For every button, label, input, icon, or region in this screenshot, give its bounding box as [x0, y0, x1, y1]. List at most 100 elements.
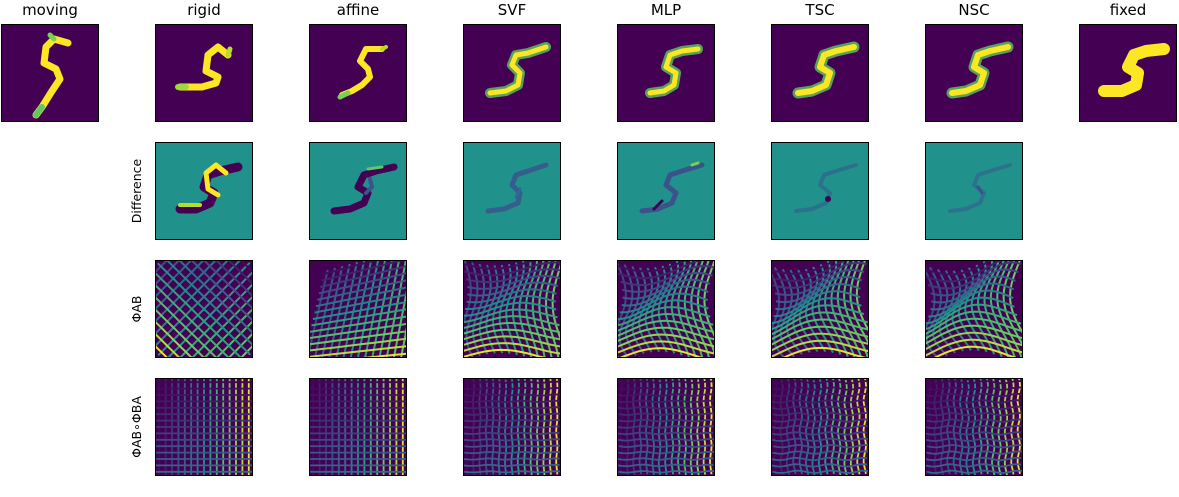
grid-line [618, 261, 702, 280]
grid-line [464, 431, 560, 435]
difference-nsc [925, 142, 1023, 240]
grid-line [618, 399, 714, 404]
grid-line [772, 332, 868, 352]
grid-line [464, 301, 557, 317]
grid-line [926, 450, 1022, 455]
grid-line [464, 380, 560, 384]
grid-line [464, 412, 560, 416]
grid-line [464, 438, 560, 442]
grid-line [464, 444, 560, 448]
grid-line [323, 261, 377, 276]
image-affine [309, 24, 407, 122]
grid-line [464, 470, 560, 474]
grid-line [621, 285, 709, 307]
column-title-svf: SVF [497, 1, 527, 19]
grid-line [618, 457, 714, 461]
column-title-moving: moving [22, 1, 78, 19]
grid-line [926, 261, 1001, 283]
grid-line [178, 261, 252, 334]
image-mlp [617, 24, 715, 122]
grid-line [618, 418, 714, 423]
grid-line [618, 431, 714, 436]
image-fixed [1079, 24, 1177, 122]
grid-line [498, 263, 512, 355]
grid-line [926, 338, 1022, 357]
grid-line [774, 268, 865, 297]
digit-rigid [175, 43, 233, 91]
grid-line [926, 412, 1022, 417]
grid-line [464, 261, 536, 270]
digit-affine [337, 45, 388, 100]
grid-line [317, 279, 406, 301]
image-svf [463, 24, 561, 122]
grid-line [772, 405, 868, 410]
digit-svf [485, 42, 551, 98]
grid-line [321, 261, 403, 282]
grid-line [772, 325, 868, 346]
difference-mlp [617, 142, 715, 240]
grid-line [772, 450, 868, 455]
grid-line [464, 322, 560, 335]
grid-line [618, 380, 714, 384]
grid-line [775, 275, 863, 304]
grid-line [310, 315, 406, 333]
grid-line [772, 437, 868, 442]
grid-line [782, 346, 867, 357]
grid-line [926, 437, 1022, 442]
grid-line [156, 296, 217, 357]
grid-line [772, 456, 868, 462]
grid-line [618, 326, 714, 342]
grid-line [773, 290, 861, 318]
grid-line [618, 333, 714, 348]
grid-line [926, 331, 1022, 351]
grid-line [618, 450, 714, 455]
grid-line [926, 261, 992, 276]
grid-line [464, 463, 560, 467]
grid-line [926, 399, 1021, 404]
grid-line [318, 272, 406, 295]
digit-tsc [792, 41, 860, 99]
grid-line [464, 425, 560, 429]
grid-line [618, 406, 714, 410]
digit-moving [32, 32, 72, 119]
grid-line [772, 297, 862, 325]
grid-ab-tsc [771, 260, 869, 358]
grid-line [933, 345, 1017, 357]
column-title-fixed: fixed [1109, 1, 1147, 19]
grid-line [618, 444, 714, 448]
grid-ab-affine [309, 260, 407, 358]
grid-line [618, 306, 711, 327]
grid-line [156, 272, 242, 357]
grid-line [464, 315, 560, 329]
grid-line [227, 261, 252, 285]
grid-line [156, 284, 230, 357]
grid-line [772, 424, 868, 430]
difference-svf [463, 142, 561, 240]
grid-line [775, 283, 861, 311]
digit-fixed [1098, 43, 1170, 97]
grid-line [772, 412, 868, 417]
grid-line [772, 311, 868, 336]
grid-line [156, 345, 168, 357]
grid-line [772, 261, 836, 275]
grid-line [166, 261, 252, 346]
grid-composition-affine [309, 378, 407, 476]
grid-ab-svf [463, 260, 561, 358]
grid-line [926, 469, 1022, 474]
grid-line [772, 380, 868, 385]
grid-line [156, 321, 193, 357]
grid-line [618, 412, 714, 416]
row-label-phi-composition: ΦAB∘ΦBA [129, 396, 144, 458]
grid-line [464, 308, 558, 324]
grid-line [464, 393, 560, 397]
grid-line [618, 319, 714, 337]
grid-line [772, 304, 865, 331]
grid-composition-rigid [155, 378, 253, 476]
difference-affine [309, 142, 407, 240]
grid-line [926, 303, 1018, 331]
grid-line [926, 380, 1022, 385]
grid-line [772, 469, 868, 474]
grid-line [618, 340, 714, 355]
grid-line [215, 261, 252, 297]
grid-line [464, 348, 546, 357]
